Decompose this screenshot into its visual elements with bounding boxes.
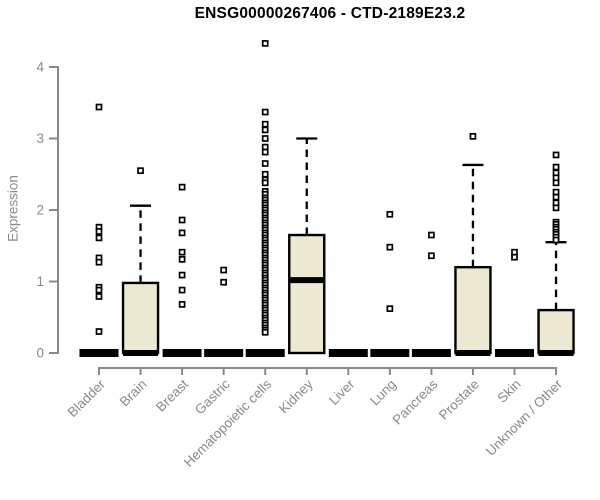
outlier-point-hematopoietic-cells [261,40,269,47]
box-unknown-other [537,308,575,355]
outlier-point-bladder [95,103,103,111]
box-prostate [454,266,492,355]
outlier-point-hematopoietic-cells [261,160,269,167]
x-tick-label-lung: Lung [367,377,399,409]
outlier-point-breast [178,286,186,294]
outlier-point-bladder [95,234,103,242]
x-tick-label-prostate: Prostate [436,377,482,423]
outlier-point-breast [178,271,186,279]
chart-title: ENSG00000267406 - CTD-2189E23.2 [194,5,466,22]
outlier-point-hematopoietic-cells [261,328,269,336]
outlier-point-bladder [95,293,103,300]
outlier-point-hematopoietic-cells [261,120,269,128]
x-tick-label-skin: Skin [494,377,523,406]
outlier-point-lung [386,305,394,313]
outlier-point-hematopoietic-cells [261,135,269,142]
outlier-point-unknown-other [552,163,560,171]
outlier-point-brain [137,167,144,175]
outlier-point-unknown-other [552,236,560,244]
outlier-point-gastric [220,278,227,286]
outlier-point-hematopoietic-cells [261,179,269,187]
outlier-point-lung [386,210,394,218]
outlier-point-breast [178,248,186,256]
x-tick-label-pancreas: Pancreas [390,376,441,427]
y-tick-label: 3 [36,131,44,146]
outlier-point-breast [178,216,186,224]
x-tick-label-gastric: Gastric [192,376,233,417]
outlier-point-pancreas [428,252,435,260]
x-tick-label-bladder: Bladder [65,376,109,420]
outlier-point-hematopoietic-cells [261,126,269,134]
outlier-point-breast [178,301,186,308]
outlier-point-bladder [95,228,103,235]
outlier-point-prostate [469,133,477,140]
outlier-point-skin [511,253,518,261]
y-tick-label: 4 [36,60,44,75]
outlier-point-unknown-other [552,179,560,187]
outlier-point-hematopoietic-cells [261,108,269,116]
y-tick-label: 0 [36,346,44,361]
outlier-point-hematopoietic-cells [261,170,269,178]
outlier-point-unknown-other [552,193,560,201]
box-brain [121,281,160,355]
outlier-point-unknown-other [552,151,560,159]
outlier-point-bladder [95,258,103,266]
outlier-point-hematopoietic-cells [261,148,269,156]
outlier-point-gastric [220,266,227,274]
outlier-point-breast [178,183,186,191]
x-tick-label-liver: Liver [326,376,358,408]
x-tick-label-unknown-other: Unknown / Other [483,376,566,459]
y-tick-label: 1 [36,274,44,289]
outlier-point-bladder [95,286,103,294]
outlier-point-breast [178,229,186,237]
y-tick-label: 2 [36,203,44,218]
outlier-point-bladder [95,328,103,335]
outlier-point-breast [178,255,186,263]
outlier-point-lung [386,243,394,251]
x-tick-label-breast: Breast [153,376,191,414]
outlier-point-pancreas [428,231,435,239]
box-kidney [288,233,326,355]
x-tick-label-kidney: Kidney [276,376,316,416]
outlier-point-unknown-other [552,204,560,212]
x-tick-label-brain: Brain [117,377,150,410]
